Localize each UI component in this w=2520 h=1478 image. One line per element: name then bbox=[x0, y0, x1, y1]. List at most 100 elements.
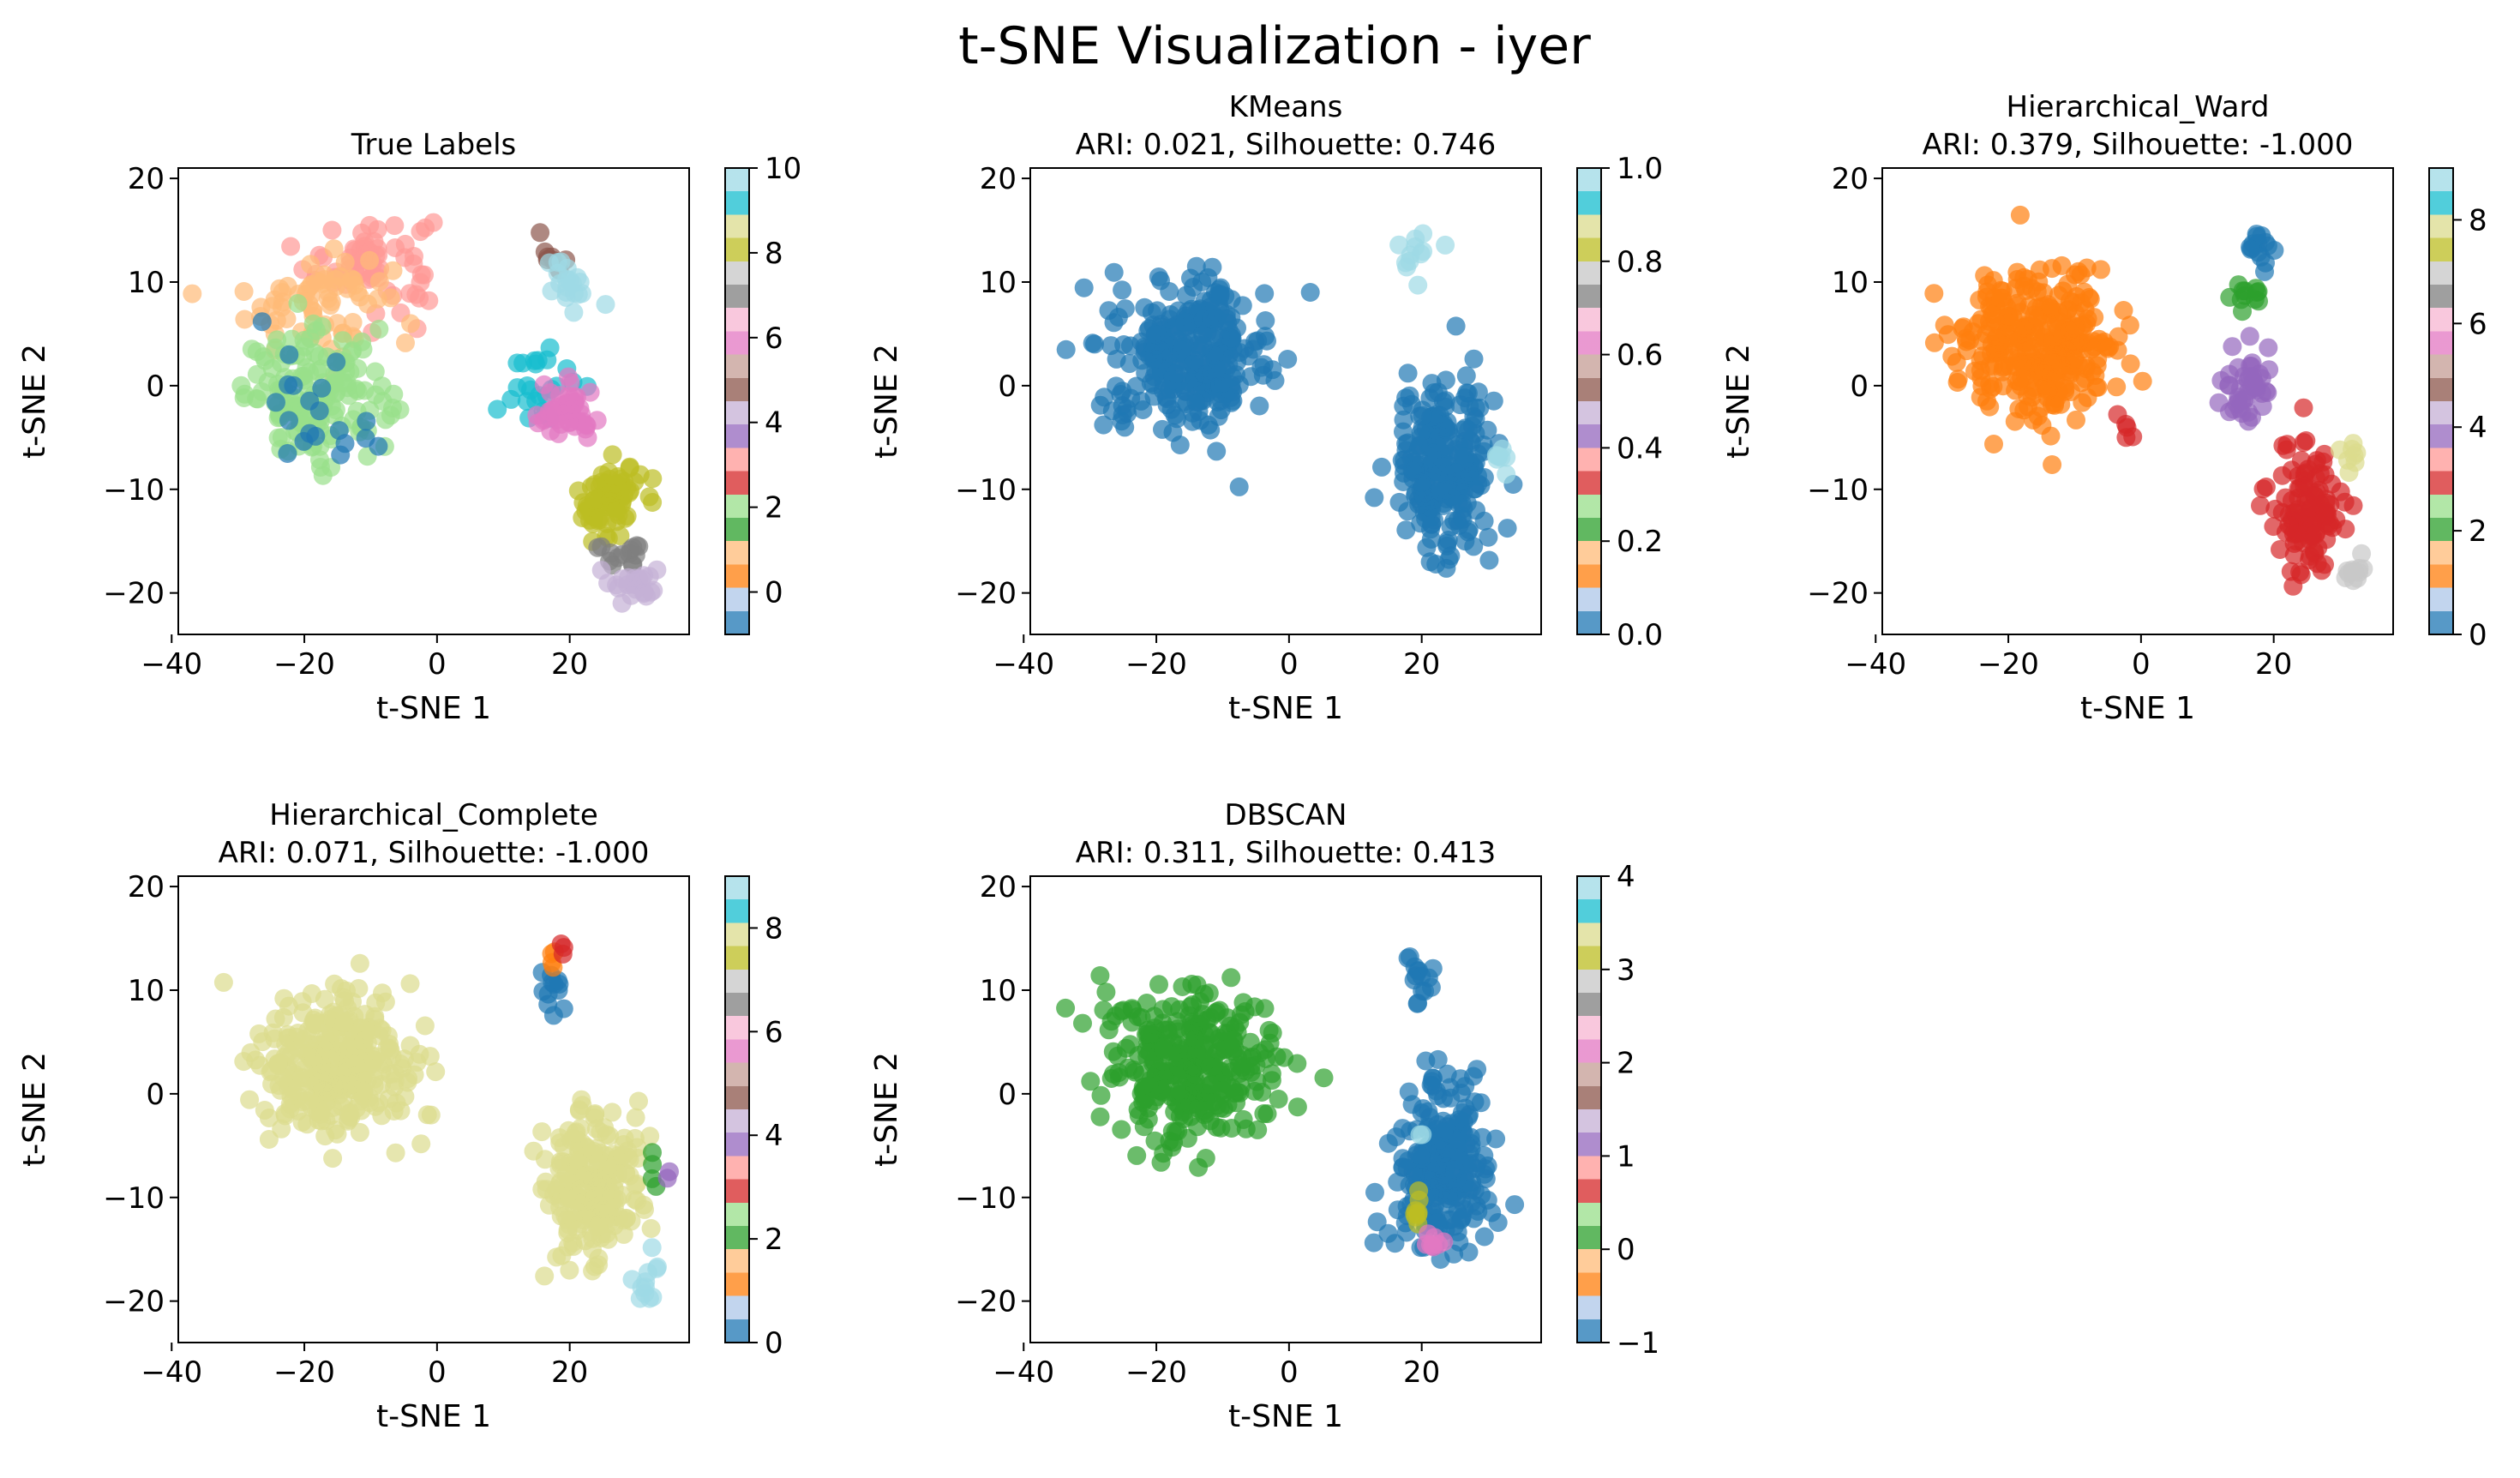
scatter-point bbox=[2296, 431, 2316, 450]
y-tick-label: 10 bbox=[128, 974, 165, 1008]
scatter-point bbox=[1107, 376, 1126, 396]
scatter-point bbox=[643, 1155, 663, 1175]
scatter-point bbox=[261, 1061, 281, 1080]
scatter-point bbox=[1056, 998, 1076, 1018]
scatter-point bbox=[1160, 282, 1179, 301]
scatter-point bbox=[589, 508, 609, 528]
x-tick-label: −40 bbox=[993, 1355, 1054, 1390]
x-tick-label: 20 bbox=[1403, 647, 1440, 682]
x-tick-label: −20 bbox=[1125, 647, 1187, 682]
scatter-point bbox=[338, 279, 357, 298]
scatter-point bbox=[564, 303, 584, 322]
scatter-point bbox=[323, 1149, 343, 1169]
scatter-point bbox=[1257, 331, 1276, 351]
colorbar-tick-label: 0.4 bbox=[1617, 431, 1663, 466]
scatter-point bbox=[282, 329, 302, 349]
scatter-point bbox=[1113, 280, 1132, 300]
y-tick-label: −20 bbox=[955, 577, 1017, 611]
colorbar-tick-label: 1.0 bbox=[1617, 152, 1663, 186]
scatter-point bbox=[1436, 235, 1455, 255]
scatter-point bbox=[588, 1217, 608, 1236]
scatter-point bbox=[1193, 1005, 1213, 1024]
scatter-point bbox=[1186, 256, 1206, 276]
scatter-point bbox=[306, 321, 326, 340]
scatter-point bbox=[1300, 283, 1320, 302]
scatter-point bbox=[1119, 354, 1139, 374]
scatter-point bbox=[332, 979, 351, 999]
chart-subtitle: ARI: 0.021, Silhouette: 0.746 bbox=[1076, 128, 1497, 162]
x-tick-label: 0 bbox=[1280, 1355, 1299, 1390]
scatter-point bbox=[1404, 970, 1424, 990]
scatter-point bbox=[629, 537, 649, 556]
scatter-point bbox=[596, 295, 615, 315]
scatter-point bbox=[247, 364, 267, 384]
scatter-point bbox=[372, 1052, 392, 1072]
chart-title: Hierarchical_Complete bbox=[269, 798, 598, 832]
scatter-point bbox=[1452, 1209, 1472, 1229]
y-tick-label: 10 bbox=[980, 974, 1017, 1008]
scatter-point bbox=[301, 255, 321, 274]
axes-frame bbox=[1029, 167, 1542, 635]
chart-title: DBSCAN bbox=[1225, 798, 1347, 832]
scatter-point bbox=[1365, 1182, 1384, 1202]
scatter-point bbox=[1398, 502, 1418, 521]
scatter-point bbox=[213, 972, 233, 992]
scatter-point bbox=[1942, 346, 1962, 366]
scatter-point bbox=[2336, 568, 2355, 587]
scatter-point bbox=[2022, 388, 2042, 407]
scatter-point bbox=[329, 421, 349, 441]
scatter-point bbox=[629, 1091, 648, 1111]
scatter-points bbox=[1056, 947, 1525, 1269]
scatter-point bbox=[1149, 975, 1168, 994]
colorbar-tick-label: 6 bbox=[2469, 307, 2487, 341]
scatter-point bbox=[524, 1141, 543, 1161]
scatter-point bbox=[1438, 531, 1458, 550]
chart-title: KMeans bbox=[1229, 90, 1343, 124]
scatter-point bbox=[1456, 366, 1476, 386]
scatter-point bbox=[1172, 1053, 1191, 1072]
scatter-point bbox=[279, 375, 297, 394]
scatter-point bbox=[280, 1099, 300, 1119]
scatter-point bbox=[327, 314, 347, 333]
scatter-point bbox=[604, 1216, 624, 1235]
scatter-point bbox=[272, 1119, 291, 1139]
scatter-point bbox=[1090, 966, 1110, 985]
scatter-point bbox=[1422, 514, 1442, 534]
scatter-point bbox=[612, 593, 632, 613]
scatter-point bbox=[559, 1121, 579, 1140]
scatter-point bbox=[319, 1063, 339, 1083]
scatter-point bbox=[1978, 275, 1997, 295]
scatter-point bbox=[639, 487, 659, 507]
scatter-point bbox=[1154, 1040, 1173, 1060]
scatter-point bbox=[1479, 550, 1499, 570]
x-axis-label: t-SNE 1 bbox=[1228, 1399, 1343, 1434]
scatter-point bbox=[1467, 1060, 1487, 1079]
scatter-point bbox=[350, 953, 369, 973]
y-tick-label: 20 bbox=[980, 162, 1017, 196]
scatter-point bbox=[1474, 1227, 1494, 1247]
scatter-point bbox=[1111, 1001, 1131, 1021]
scatter-point bbox=[527, 406, 547, 425]
scatter-point bbox=[1994, 376, 2013, 396]
scatter-point bbox=[1185, 1030, 1204, 1049]
axes-frame bbox=[1881, 167, 2394, 635]
scatter-point bbox=[1413, 1125, 1432, 1145]
scatter-point bbox=[278, 444, 297, 463]
scatter-point bbox=[603, 1102, 622, 1122]
scatter-point bbox=[1137, 994, 1156, 1012]
scatter-point bbox=[1459, 420, 1479, 440]
scatter-point bbox=[2284, 545, 2304, 565]
scatter-point bbox=[2339, 463, 2359, 483]
scatter-point bbox=[1378, 1223, 1398, 1243]
scatter-point bbox=[385, 216, 405, 236]
scatter-point bbox=[597, 473, 615, 493]
y-axis-label: t-SNE 2 bbox=[869, 1052, 904, 1167]
scatter-point bbox=[395, 234, 415, 254]
scatter-point bbox=[1213, 1084, 1233, 1104]
chart-subtitle: ARI: 0.379, Silhouette: -1.000 bbox=[1923, 128, 2354, 162]
chart-panel-1: KMeans ARI: 0.021, Silhouette: 0.746 −40 −2… bbox=[869, 90, 1663, 726]
scatter-point bbox=[1484, 391, 1503, 411]
scatter-point bbox=[1137, 1047, 1157, 1066]
scatter-point bbox=[602, 1159, 621, 1179]
scatter-point bbox=[1250, 396, 1269, 416]
